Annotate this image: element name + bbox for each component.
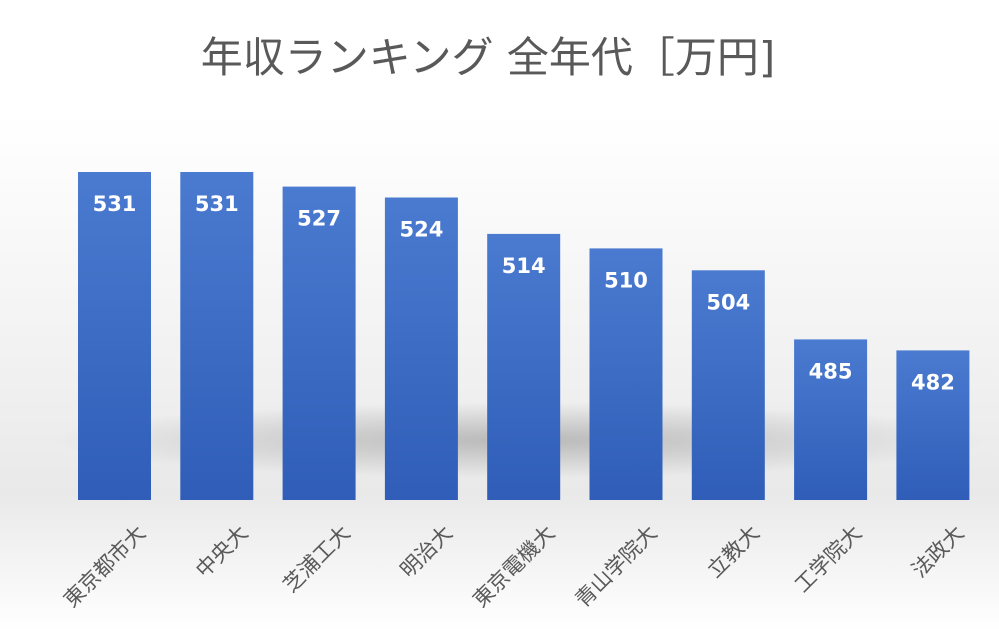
bar — [896, 350, 970, 500]
bar — [180, 172, 254, 500]
bar — [691, 270, 765, 500]
value-label: 510 — [604, 268, 648, 292]
value-label: 531 — [195, 192, 239, 216]
chart-title: 年収ランキング 全年代［万円] — [201, 33, 775, 82]
bar — [78, 172, 151, 500]
bar — [487, 233, 561, 500]
bar — [794, 339, 868, 500]
value-label: 531 — [93, 192, 137, 216]
bar — [384, 197, 458, 500]
bars-group — [78, 172, 970, 500]
bar — [589, 248, 663, 500]
value-label: 527 — [297, 207, 341, 231]
value-labels-group: 531 531 527 524 514 510 504 485 482 — [93, 192, 955, 394]
value-label: 524 — [399, 218, 443, 242]
value-label: 514 — [502, 254, 546, 278]
value-label: 485 — [809, 359, 853, 383]
value-label: 504 — [706, 290, 750, 314]
value-label: 482 — [911, 370, 955, 394]
bar — [282, 186, 356, 500]
